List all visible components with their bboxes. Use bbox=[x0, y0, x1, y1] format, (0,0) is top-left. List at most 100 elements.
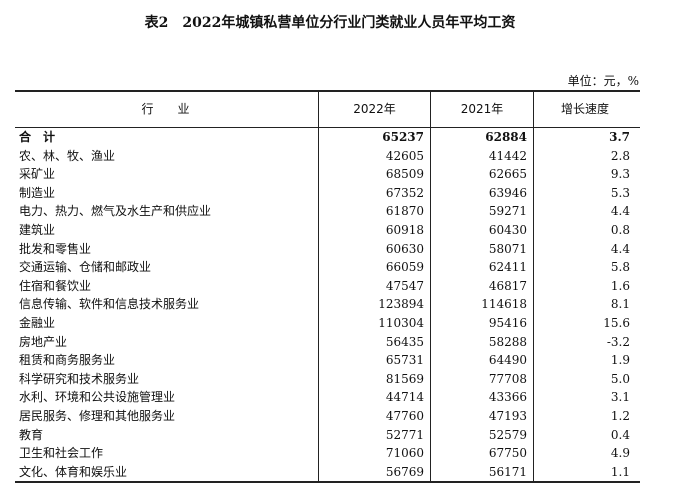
value-cell: 4.9 bbox=[533, 444, 640, 463]
industry-cell: 交通运输、仓储和邮政业 bbox=[19, 260, 152, 275]
table-row: 采矿业 68509 62665 9.3 bbox=[15, 165, 640, 184]
value-cell: 47760 bbox=[318, 406, 430, 426]
value-cell: 65237 bbox=[318, 128, 430, 147]
value-cell: 44714 bbox=[318, 388, 430, 407]
header-cell: 2021年 bbox=[430, 92, 533, 127]
value-cell: 1.9 bbox=[533, 351, 640, 370]
header-cell: 2022年 bbox=[318, 92, 430, 127]
value-cell: 64490 bbox=[430, 351, 533, 370]
industry-cell: 制造业 bbox=[19, 185, 56, 200]
industry-cell: 金融业 bbox=[19, 315, 56, 330]
table-row: 农、林、牧、渔业 42605 41442 2.8 bbox=[15, 146, 640, 166]
value-cell: 81569 bbox=[318, 369, 430, 389]
industry-cell: 文化、体育和娱乐业 bbox=[19, 464, 128, 479]
value-cell: 0.4 bbox=[533, 425, 640, 445]
industry-cell: 科学研究和技术服务业 bbox=[19, 371, 140, 386]
value-cell: 4.4 bbox=[533, 202, 640, 221]
value-cell: 5.3 bbox=[533, 183, 640, 203]
value-cell: 58071 bbox=[430, 239, 533, 259]
value-cell: 3.7 bbox=[533, 128, 640, 147]
value-cell: 56769 bbox=[318, 462, 430, 482]
table-row: 批发和零售业 60630 58071 4.4 bbox=[15, 239, 640, 259]
table-row: 科学研究和技术服务业 81569 77708 5.0 bbox=[15, 369, 640, 389]
value-cell: 67750 bbox=[430, 444, 533, 463]
value-cell: -3.2 bbox=[533, 332, 640, 352]
industry-cell: 合 计 bbox=[19, 130, 56, 144]
value-cell: 60918 bbox=[318, 220, 430, 240]
table-row: 文化、体育和娱乐业 56769 56171 1.1 bbox=[15, 462, 640, 482]
unit-note: 单位：元，% bbox=[567, 74, 639, 88]
value-cell: 59271 bbox=[430, 202, 533, 221]
value-cell: 58288 bbox=[430, 332, 533, 352]
value-cell: 66059 bbox=[318, 258, 430, 277]
value-cell: 65731 bbox=[318, 351, 430, 370]
value-cell: 1.2 bbox=[533, 406, 640, 426]
value-cell: 41442 bbox=[430, 146, 533, 166]
table-title: 表2 2022年城镇私营单位分行业门类就业人员年平均工资 bbox=[144, 15, 516, 31]
value-cell: 5.0 bbox=[533, 369, 640, 389]
value-cell: 47547 bbox=[318, 276, 430, 296]
table-row: 住宿和餐饮业 47547 46817 1.6 bbox=[15, 276, 640, 296]
industry-cell: 租赁和商务服务业 bbox=[19, 353, 116, 368]
industry-cell: 信息传输、软件和信息技术服务业 bbox=[19, 297, 200, 312]
value-cell: 0.8 bbox=[533, 220, 640, 240]
table-row: 卫生和社会工作 71060 67750 4.9 bbox=[15, 444, 640, 463]
industry-cell: 电力、热力、燃气及水生产和供应业 bbox=[19, 204, 212, 219]
value-cell: 1.1 bbox=[533, 462, 640, 482]
value-cell: 46817 bbox=[430, 276, 533, 296]
header-cell: 增长速度 bbox=[533, 92, 640, 127]
value-cell: 77708 bbox=[430, 369, 533, 389]
industry-cell: 水利、环境和公共设施管理业 bbox=[19, 390, 176, 405]
header-row: 行 业 2022年 2021年 增长速度 bbox=[15, 92, 640, 128]
total-row: 合 计 65237 62884 3.7 bbox=[15, 128, 640, 147]
industry-cell: 住宿和餐饮业 bbox=[19, 278, 92, 293]
value-cell: 2.8 bbox=[533, 146, 640, 166]
value-cell: 62884 bbox=[430, 128, 533, 147]
industry-cell: 居民服务、修理和其他服务业 bbox=[19, 408, 176, 423]
industry-cell: 教育 bbox=[19, 427, 44, 442]
value-cell: 1.6 bbox=[533, 276, 640, 296]
value-cell: 43366 bbox=[430, 388, 533, 407]
industry-cell: 农、林、牧、渔业 bbox=[19, 148, 116, 163]
table-row: 交通运输、仓储和邮政业 66059 62411 5.8 bbox=[15, 258, 640, 277]
value-cell: 114618 bbox=[430, 295, 533, 314]
table: 行 业 2022年 2021年 增长速度合 计 65237 62884 3.7 农、林、牧、渔… bbox=[15, 90, 640, 484]
industry-cell: 卫生和社会工作 bbox=[19, 446, 104, 461]
industry-cell: 建筑业 bbox=[19, 222, 56, 237]
header-cell: 行 业 bbox=[141, 102, 190, 116]
value-cell: 63946 bbox=[430, 183, 533, 203]
value-cell: 62665 bbox=[430, 165, 533, 184]
value-cell: 71060 bbox=[318, 444, 430, 463]
table-row: 信息传输、软件和信息技术服务业 123894 114618 8.1 bbox=[15, 295, 640, 314]
value-cell: 123894 bbox=[318, 295, 430, 314]
industry-cell: 采矿业 bbox=[19, 167, 56, 182]
table-row: 金融业 110304 95416 15.6 bbox=[15, 313, 640, 333]
value-cell: 52771 bbox=[318, 425, 430, 445]
value-cell: 56171 bbox=[430, 462, 533, 482]
value-cell: 67352 bbox=[318, 183, 430, 203]
table-row: 制造业 67352 63946 5.3 bbox=[15, 183, 640, 203]
value-cell: 56435 bbox=[318, 332, 430, 352]
value-cell: 42605 bbox=[318, 146, 430, 166]
table-row: 水利、环境和公共设施管理业 44714 43366 3.1 bbox=[15, 388, 640, 407]
value-cell: 15.6 bbox=[533, 313, 640, 333]
table-row: 租赁和商务服务业 65731 64490 1.9 bbox=[15, 351, 640, 370]
value-cell: 8.1 bbox=[533, 295, 640, 314]
industry-cell: 批发和零售业 bbox=[19, 241, 92, 256]
value-cell: 61870 bbox=[318, 202, 430, 221]
table-row: 电力、热力、燃气及水生产和供应业 61870 59271 4.4 bbox=[15, 202, 640, 221]
value-cell: 3.1 bbox=[533, 388, 640, 407]
value-cell: 95416 bbox=[430, 313, 533, 333]
value-cell: 5.8 bbox=[533, 258, 640, 277]
value-cell: 47193 bbox=[430, 406, 533, 426]
value-cell: 4.4 bbox=[533, 239, 640, 259]
table-row: 居民服务、修理和其他服务业 47760 47193 1.2 bbox=[15, 406, 640, 426]
table-row: 建筑业 60918 60430 0.8 bbox=[15, 220, 640, 240]
value-cell: 68509 bbox=[318, 165, 430, 184]
table-row: 房地产业 56435 58288 -3.2 bbox=[15, 332, 640, 352]
value-cell: 110304 bbox=[318, 313, 430, 333]
value-cell: 60430 bbox=[430, 220, 533, 240]
table-row: 教育 52771 52579 0.4 bbox=[15, 425, 640, 445]
value-cell: 52579 bbox=[430, 425, 533, 445]
